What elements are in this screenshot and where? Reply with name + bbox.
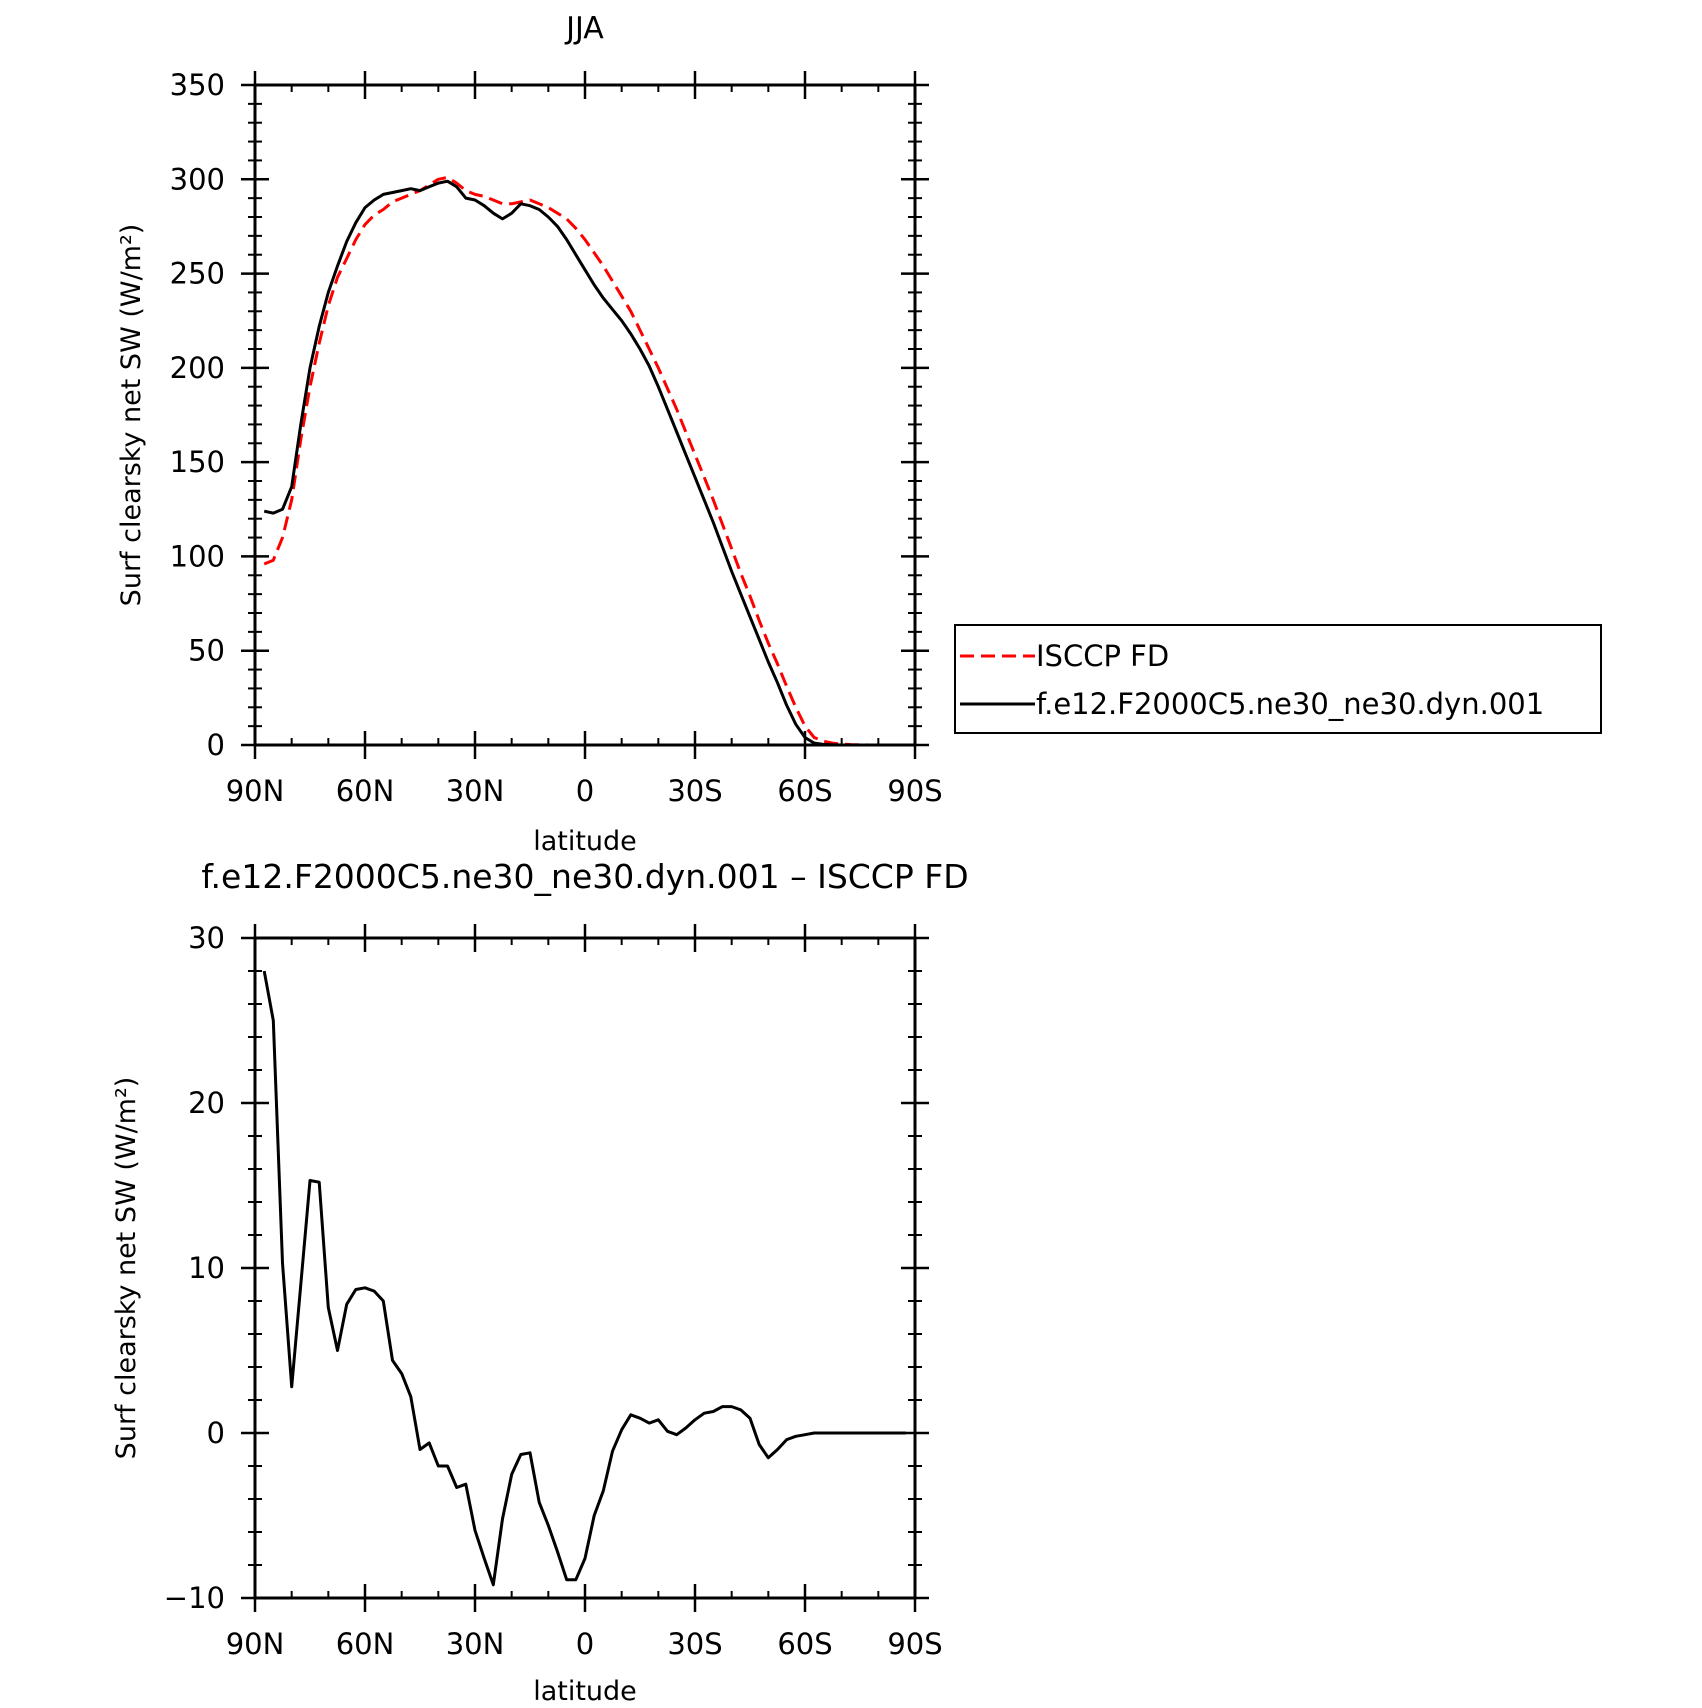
- y-tick-label: 50: [188, 634, 225, 668]
- x-tick-label: 90N: [226, 774, 285, 808]
- x-tick-label: 30N: [446, 1627, 505, 1661]
- y-tick-label: 300: [170, 162, 225, 196]
- legend-label-model: f.e12.F2000C5.ne30_ne30.dyn.001: [1036, 687, 1544, 721]
- y-tick-label: 350: [170, 68, 225, 102]
- x-tick-label: 60S: [777, 1627, 832, 1661]
- y-tick-label: 30: [188, 921, 225, 955]
- y-tick-label: 250: [170, 257, 225, 291]
- y-tick-label: 20: [188, 1086, 225, 1120]
- x-tick-label: 60S: [777, 774, 832, 808]
- top-chart-y-axis-label: Surf clearsky net SW (W/m²): [116, 224, 147, 607]
- top-chart-series: [263, 175, 870, 747]
- y-tick-label: 200: [170, 351, 225, 385]
- top-chart: JJA 90N 60N 30N 0 30S 60S 90S 0 50 100 150 200 250 3…: [116, 11, 1602, 857]
- bottom-chart-frame: [253, 936, 917, 1600]
- top-chart-legend: ISCCP FD f.e12.F2000C5.ne30_ne30.dyn.001: [954, 624, 1602, 734]
- series-line-difference: [262, 970, 906, 1587]
- y-tick-label: 100: [170, 539, 225, 573]
- top-chart-title: JJA: [564, 11, 604, 46]
- x-tick-label: 30S: [667, 1627, 722, 1661]
- bottom-chart-y-axis-label: Surf clearsky net SW (W/m²): [111, 1077, 142, 1460]
- y-tick-label: 150: [170, 445, 225, 479]
- bottom-chart: f.e12.F2000C5.ne30_ne30.dyn.001 – ISCCP …: [111, 857, 969, 1707]
- x-tick-label: 60N: [336, 774, 395, 808]
- series-line-isccp-fd: [263, 175, 870, 747]
- top-chart-x-tick-labels: 90N 60N 30N 0 30S 60S 90S: [226, 774, 943, 808]
- bottom-chart-x-tick-labels: 90N 60N 30N 0 30S 60S 90S: [226, 1627, 943, 1661]
- y-tick-label: 0: [207, 1416, 225, 1450]
- y-tick-label: 0: [207, 728, 225, 762]
- top-chart-frame: [253, 83, 917, 747]
- x-tick-label: 60N: [336, 1627, 395, 1661]
- x-tick-label: 90N: [226, 1627, 285, 1661]
- x-tick-label: 30S: [667, 774, 722, 808]
- x-tick-label: 90S: [887, 774, 942, 808]
- x-tick-label: 0: [576, 774, 594, 808]
- x-tick-label: 0: [576, 1627, 594, 1661]
- bottom-chart-title: f.e12.F2000C5.ne30_ne30.dyn.001 – ISCCP …: [201, 857, 968, 896]
- x-tick-label: 90S: [887, 1627, 942, 1661]
- x-tick-label: 30N: [446, 774, 505, 808]
- y-tick-label: 10: [188, 1251, 225, 1285]
- bottom-chart-series: [262, 970, 906, 1587]
- top-chart-y-tick-labels: 0 50 100 150 200 250 300 350: [170, 68, 225, 762]
- legend-label-isccp: ISCCP FD: [1036, 639, 1169, 673]
- top-chart-x-axis-label: latitude: [533, 826, 637, 857]
- bottom-chart-x-axis-label: latitude: [533, 1676, 637, 1707]
- bottom-chart-y-tick-labels: −10 0 10 20 30: [164, 921, 225, 1615]
- y-tick-label: −10: [164, 1581, 225, 1615]
- legend-box: [954, 624, 1602, 734]
- series-line-f-e12-f2000c5-ne30-ne30-dyn-001: [263, 179, 870, 747]
